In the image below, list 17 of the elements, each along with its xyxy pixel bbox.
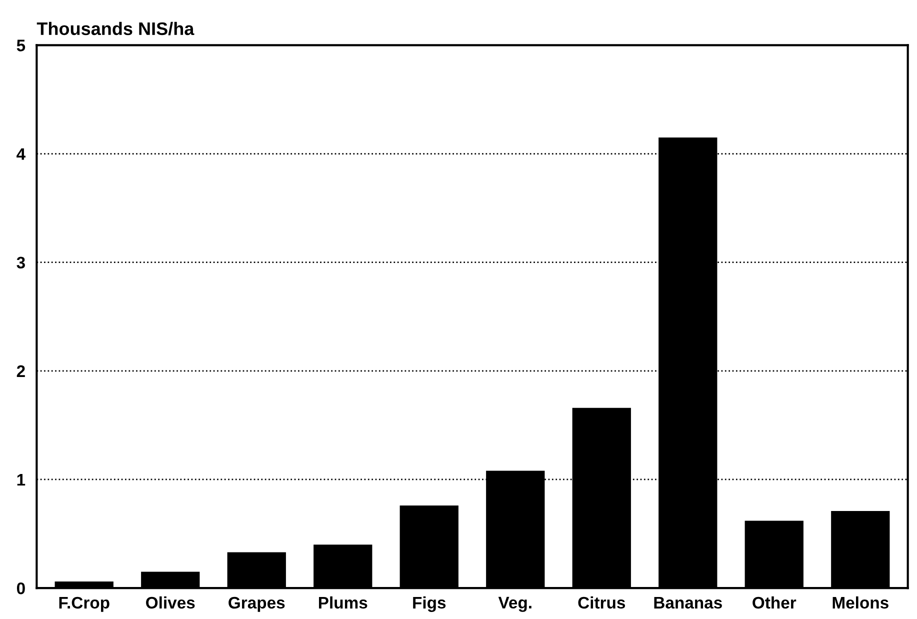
y-tick-label: 5 (16, 40, 26, 52)
y-tick-label: 3 (16, 256, 25, 269)
x-tick-label: Other (752, 596, 796, 609)
x-tick-label: Grapes (228, 596, 285, 612)
y-tick-label: 0 (16, 582, 25, 594)
y-tick-label: 2 (16, 365, 25, 377)
x-tick-label: Veg. (498, 596, 532, 612)
x-tick-label: F.Crop (59, 596, 110, 612)
x-tick-label: Plums (318, 596, 368, 609)
x-tick-label: Citrus (578, 596, 626, 609)
x-tick-label: Melons (832, 596, 888, 609)
y-tick-label: 4 (16, 148, 26, 160)
x-tick-label: Olives (146, 596, 195, 609)
x-tick-label: Figs (413, 596, 446, 612)
y-axis-title: Thousands NIS/ha (36, 22, 194, 36)
x-tick-label: Bananas (654, 596, 722, 609)
y-tick-label: 1 (17, 474, 26, 486)
